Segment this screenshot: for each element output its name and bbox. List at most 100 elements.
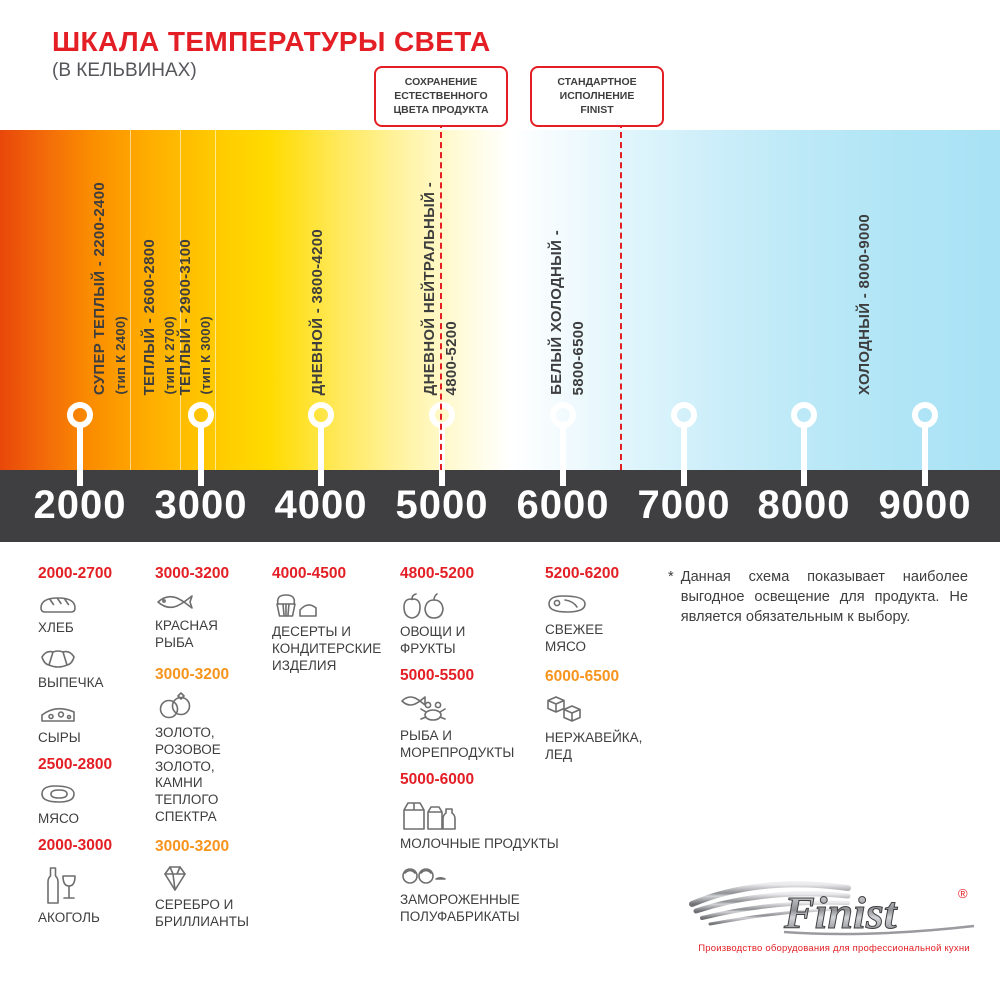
food-item: ЗАМОРОЖЕННЫЕ ПОЛУФАБРИКАТЫ — [400, 861, 590, 926]
scale-pin-9000 — [912, 402, 938, 428]
zone-label-cold-white-range: 5800-6500 — [570, 320, 587, 395]
food-item-label: МОЛОЧНЫЕ ПРОДУКТЫ — [400, 835, 559, 851]
zone-label-neutral-range: 4800-5200 — [443, 320, 460, 395]
scale-pin-8000 — [791, 402, 817, 428]
leader-line-6500 — [620, 122, 622, 470]
food-item-label: НЕРЖАВЕЙКА, ЛЕД — [545, 729, 643, 762]
food-column-5: 5200-6200 СВЕЖЕЕ МЯСО 6000-6500 НЕРЖАВЕЙ… — [545, 565, 665, 773]
zone-separator — [130, 130, 131, 470]
zone-separator — [180, 130, 181, 470]
scale-pin-6000 — [550, 402, 576, 428]
rings-icon — [159, 691, 191, 719]
food-item: СЫРЫ — [38, 701, 140, 747]
registered-mark-icon: ® — [958, 886, 968, 901]
food-item: ВЫПЕЧКА — [38, 646, 140, 692]
zone-separator — [215, 130, 216, 470]
zone-label-daylight: ДНЕВНОЙ - 3800-4200 — [309, 228, 326, 395]
tick-7000: 7000 — [637, 483, 731, 527]
zone-label-warm-2700: ТЕПЛЫЙ - 2600-2800 — [141, 238, 158, 395]
seafood-icon — [401, 695, 446, 721]
vegetables-icon — [403, 593, 444, 619]
food-item-label: КРАСНАЯ РЫБА — [155, 618, 218, 650]
temp-range: 2000-2700 — [38, 565, 113, 582]
scale-pin-stem — [801, 424, 807, 486]
tick-8000: 8000 — [757, 483, 851, 527]
zone-label-warm-3000: ТЕПЛЫЙ - 2900-3100 — [177, 238, 194, 395]
tick-3000: 3000 — [154, 483, 248, 527]
fish-icon — [157, 595, 193, 609]
food-item-label: ВЫПЕЧКА — [38, 674, 104, 690]
food-item-label: ХЛЕБ — [38, 620, 74, 635]
zone-label-super-warm: СУПЕР ТЕПЛЫЙ - 2200-2400 — [91, 181, 108, 395]
food-item: АКОГОЛЬ — [38, 863, 140, 927]
scale-pin-5000 — [429, 402, 455, 428]
scale-pin-4000 — [308, 402, 334, 428]
frozen-icon — [402, 868, 446, 885]
food-item-label: ОВОЩИ И ФРУКТЫ — [400, 624, 466, 656]
temp-range: 2000-3000 — [38, 836, 113, 854]
zone-label-type-2700: (тип К 2700) — [162, 316, 177, 395]
scale-pin-3000 — [188, 402, 214, 428]
leader-line-5000 — [440, 122, 442, 470]
food-item: СЕРЕБРО И БРИЛЛИАНТЫ — [155, 864, 267, 931]
food-column-4: 4800-5200 ОВОЩИ И ФРУКТЫ 5000-5500 РЫБА … — [400, 565, 590, 935]
food-item: НЕРЖАВЕЙКА, ЛЕД — [545, 694, 665, 764]
logo-tagline: Производство оборудования для профессион… — [698, 943, 970, 954]
food-item-label: АКОГОЛЬ — [38, 909, 100, 925]
diamond-icon — [164, 866, 186, 891]
scale-pin-stem — [198, 424, 204, 486]
scale-pin-stem — [439, 424, 445, 486]
temp-range: 4000-4500 — [272, 565, 347, 582]
footnote-marker: * — [668, 569, 674, 585]
tick-2000: 2000 — [33, 483, 127, 527]
food-item: СВЕЖЕЕ МЯСО — [545, 591, 665, 656]
food-item: ОВОЩИ И ФРУКТЫ — [400, 591, 590, 658]
food-item: МОЛОЧНЫЕ ПРОДУКТЫ — [400, 797, 590, 853]
finist-logo-wings: Finist ® — [689, 881, 975, 939]
zone-label-type-3000: (тип К 3000) — [198, 316, 213, 395]
color-temperature-gradient — [0, 130, 1000, 470]
cheese-icon — [41, 707, 75, 722]
temp-range: 3000-3200 — [155, 838, 230, 855]
scale-pin-stem — [318, 424, 324, 486]
scale-pin-stem — [922, 424, 928, 486]
food-column-2: 3000-3200 КРАСНАЯ РЫБА 3000-3200 ЗОЛОТО,… — [155, 565, 267, 940]
food-item: ДЕСЕРТЫ И КОНДИТЕРСКИЕ ИЗДЕЛИЯ — [272, 591, 394, 675]
meat-icon — [41, 784, 75, 803]
zone-label-neutral-daylight: ДНЕВНОЙ НЕЙТРАЛЬНЫЙ - — [421, 181, 438, 395]
temp-range: 5000-5500 — [400, 666, 475, 684]
dessert-icon — [276, 594, 317, 617]
finist-logo-text: Finist — [783, 887, 898, 936]
scale-pin-2000 — [67, 402, 93, 428]
food-item-label: ЗАМОРОЖЕННЫЕ ПОЛУФАБРИКАТЫ — [400, 892, 520, 925]
food-item: КРАСНАЯ РЫБА — [155, 591, 267, 652]
milk-icon — [403, 801, 456, 830]
zone-label-cold: ХОЛОДНЫЙ - 8000-9000 — [856, 214, 873, 395]
callout-finist-standard: СТАНДАРТНОЕ ИСПОЛНЕНИЕ FINIST — [530, 66, 664, 127]
croissant-icon — [41, 650, 75, 668]
food-item-label: ДЕСЕРТЫ И КОНДИТЕРСКИЕ ИЗДЕЛИЯ — [272, 624, 382, 673]
alcohol-icon — [47, 866, 76, 904]
ice-icon — [547, 695, 581, 722]
food-item: МЯСО — [38, 782, 140, 828]
food-column-1: 2000-2700 ХЛЕБ ВЫПЕЧКА СЫРЫ 2500-2800 МЯ… — [38, 565, 140, 935]
scale-pin-7000 — [671, 402, 697, 428]
tick-5000: 5000 — [395, 483, 489, 527]
food-item-label: СВЕЖЕЕ МЯСО — [545, 622, 604, 654]
tick-6000: 6000 — [516, 483, 610, 527]
bread-icon — [40, 597, 76, 613]
food-item: ХЛЕБ — [38, 591, 140, 637]
temp-range: 3000-3200 — [155, 565, 230, 582]
temp-range: 6000-6500 — [545, 667, 620, 685]
finist-logo: Finist ® Производство оборудования для п… — [688, 876, 980, 954]
footnote: * Данная схема показывает наиболее выгод… — [668, 567, 968, 627]
temp-range: 5000-6000 — [400, 770, 475, 788]
tick-4000: 4000 — [274, 483, 368, 527]
food-item-label: СЕРЕБРО И БРИЛЛИАНТЫ — [155, 897, 249, 929]
page-subtitle: (В КЕЛЬВИНАХ) — [52, 60, 197, 81]
scale-pin-stem — [77, 424, 83, 486]
temp-range: 3000-3200 — [155, 665, 230, 683]
food-item-label: СЫРЫ — [38, 729, 81, 745]
food-column-3: 4000-4500 ДЕСЕРТЫ И КОНДИТЕРСКИЕ ИЗДЕЛИЯ — [272, 565, 394, 684]
